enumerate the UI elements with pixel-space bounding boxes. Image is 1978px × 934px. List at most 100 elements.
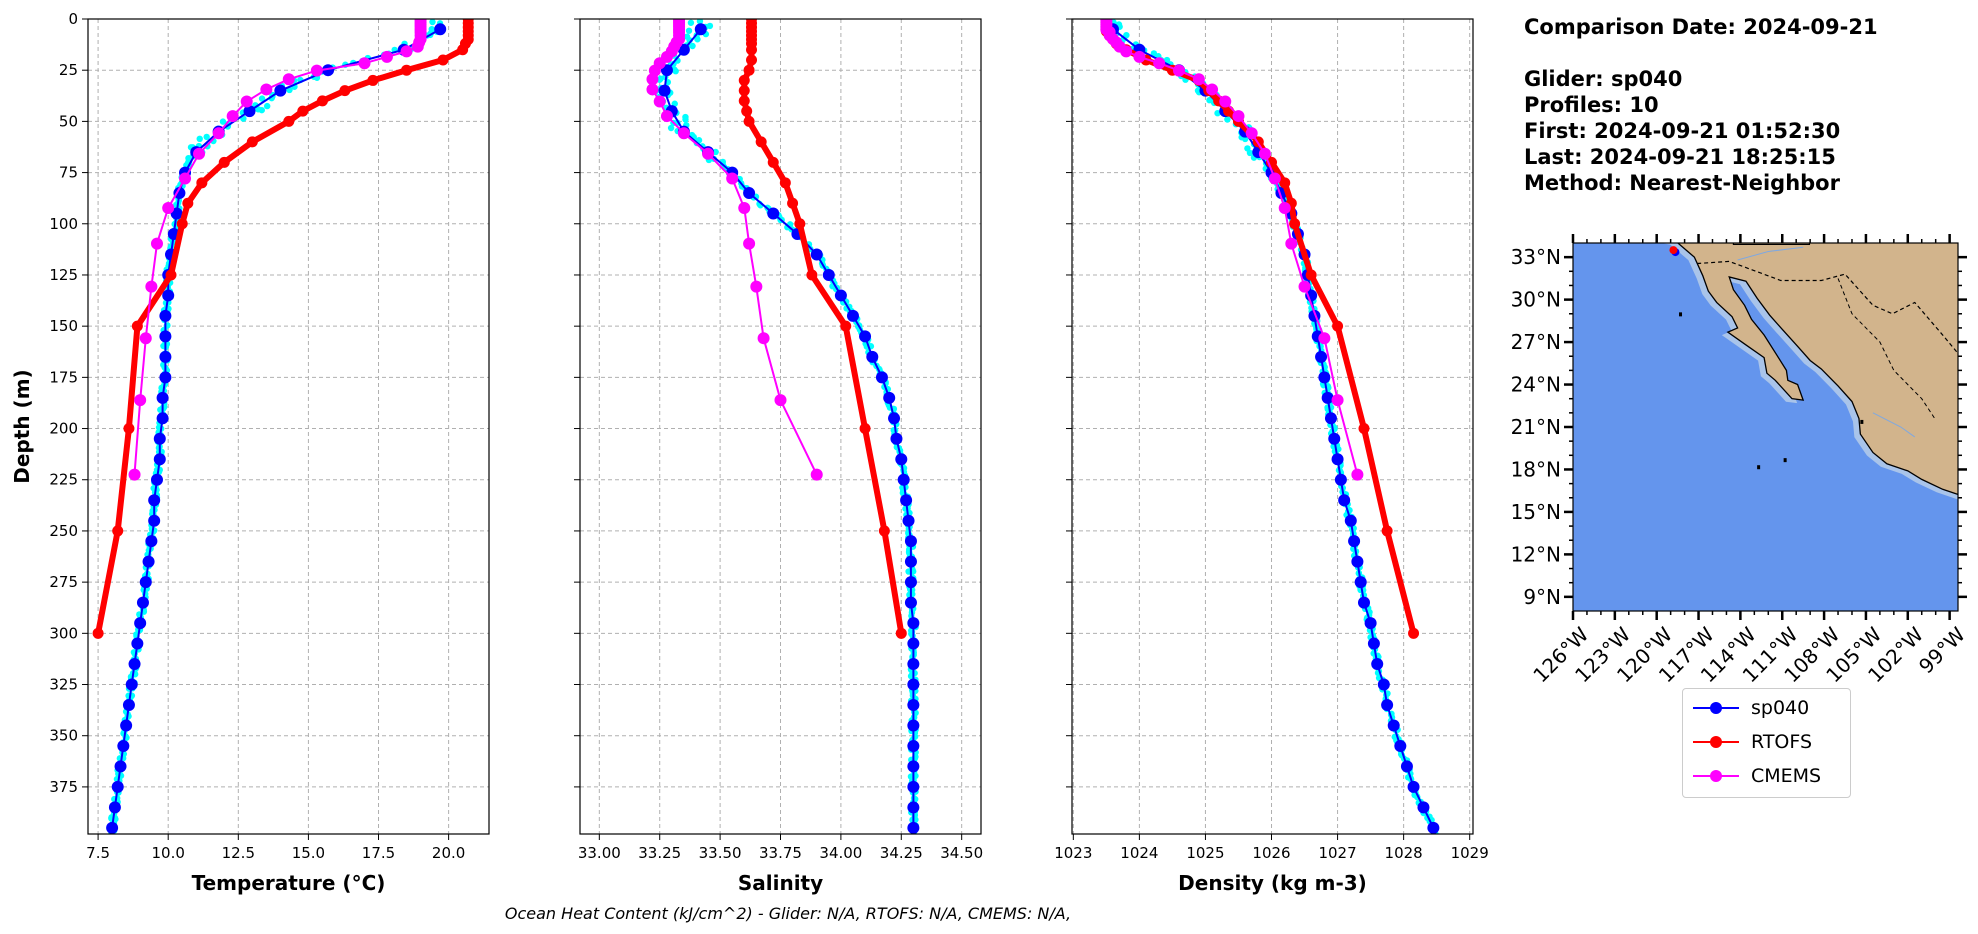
x-tick-label: 1025 — [1186, 844, 1224, 862]
data-point-sp040 — [142, 555, 155, 568]
glider-raw-point — [1123, 31, 1130, 39]
glider-raw-point — [1163, 56, 1171, 64]
data-point-sp040 — [156, 391, 169, 404]
data-point-sp040 — [139, 576, 152, 589]
data-point-rtofs — [165, 269, 177, 281]
data-point-cmems — [1268, 172, 1281, 185]
data-point-sp040 — [907, 637, 920, 650]
data-point-cmems — [750, 280, 763, 293]
data-point-sp040 — [122, 698, 135, 711]
data-point-sp040 — [1427, 821, 1440, 834]
data-point-sp040 — [875, 371, 888, 384]
data-point-cmems — [310, 64, 323, 77]
data-point-sp040 — [907, 617, 920, 630]
data-point-rtofs — [746, 54, 758, 66]
data-point-sp040 — [159, 330, 172, 343]
data-point-sp040 — [1315, 350, 1328, 363]
y-tick-label: 150 — [49, 317, 78, 335]
data-point-cmems — [128, 468, 141, 481]
data-point-cmems — [1331, 394, 1344, 407]
y-tick-label: 300 — [49, 624, 78, 642]
x-tick-label: 33.00 — [578, 844, 621, 862]
series-line-cmems — [1105, 20, 1359, 475]
data-point-rtofs — [741, 105, 753, 117]
plot-area — [1100, 19, 1440, 834]
data-point-rtofs — [1279, 177, 1291, 189]
data-point-sp040 — [153, 453, 166, 466]
x-tick-label: 33.25 — [638, 844, 681, 862]
data-point-sp040 — [1357, 596, 1370, 609]
data-point-cmems — [1192, 73, 1205, 86]
data-point-cmems — [1153, 57, 1166, 70]
data-point-cmems — [810, 468, 823, 481]
legend-item-rtofs: RTOFS — [1693, 727, 1812, 757]
x-tick-label: 34.00 — [819, 844, 862, 862]
data-point-sp040 — [106, 821, 119, 834]
data-point-cmems — [240, 95, 253, 108]
data-point-sp040 — [902, 514, 915, 527]
glider-raw-point — [694, 36, 701, 43]
data-point-rtofs — [840, 320, 852, 332]
glider-raw-point — [1194, 87, 1202, 94]
data-point-cmems — [660, 110, 673, 123]
data-point-sp040 — [1348, 535, 1361, 548]
data-point-sp040 — [1344, 514, 1357, 527]
x-tick-label: 7.5 — [86, 844, 110, 862]
data-point-sp040 — [907, 658, 920, 671]
island — [1679, 312, 1683, 317]
x-axis-label: Salinity — [738, 871, 823, 895]
data-point-sp040 — [150, 473, 163, 486]
data-point-sp040 — [120, 719, 133, 732]
y-tick-label: 25 — [59, 61, 78, 79]
data-point-rtofs — [316, 95, 328, 107]
comparison-date: Comparison Date: 2024-09-21 — [1524, 15, 1878, 39]
y-tick-label: 225 — [49, 471, 78, 489]
data-point-cmems — [150, 237, 163, 250]
data-point-cmems — [193, 147, 206, 160]
land-mexico — [1676, 243, 1958, 496]
y-axis-label: Depth (m) — [10, 369, 34, 483]
data-point-sp040 — [658, 84, 671, 97]
last-time: Last: 2024-09-21 18:25:15 — [1524, 145, 1836, 169]
data-point-cmems — [1258, 147, 1271, 160]
legend-label: CMEMS — [1751, 765, 1822, 787]
data-point-rtofs — [743, 115, 755, 127]
method: Method: Nearest-Neighbor — [1524, 171, 1840, 195]
data-point-rtofs — [738, 85, 750, 97]
data-point-cmems — [1206, 83, 1219, 96]
x-tick-label: 20.0 — [432, 844, 465, 862]
data-point-sp040 — [322, 64, 335, 77]
data-point-cmems — [1232, 110, 1245, 123]
state-border — [1732, 243, 1811, 246]
data-point-cmems — [738, 202, 751, 215]
y-tick-label: 200 — [49, 420, 78, 438]
x-tick-label: 1028 — [1385, 844, 1423, 862]
island — [1860, 419, 1864, 424]
data-point-sp040 — [907, 719, 920, 732]
legend-item-cmems: CMEMS — [1693, 761, 1821, 791]
x-axis-label: Temperature (°C) — [192, 871, 386, 895]
data-point-cmems — [757, 332, 770, 345]
data-point-rtofs — [779, 177, 791, 189]
profile-panel-1: 33.00 33.25 33.50 33.75 34.00 34.25 34.50 Salin… — [574, 18, 983, 895]
data-point-sp040 — [907, 821, 920, 834]
data-point-rtofs — [92, 627, 104, 639]
location-map: 9°N12°N15°N18°N21°N24°N27°N30°N33°N126°W… — [1511, 234, 1970, 687]
data-point-rtofs — [367, 74, 379, 86]
x-tick-label: 33.75 — [759, 844, 802, 862]
model-location-marker — [1669, 246, 1678, 255]
glider-raw-point — [1214, 109, 1221, 117]
x-tick-label: 34.25 — [880, 844, 923, 862]
profile-count: Profiles: 10 — [1524, 93, 1659, 117]
data-point-sp040 — [904, 555, 917, 568]
data-point-rtofs — [859, 423, 871, 435]
data-point-sp040 — [128, 658, 141, 671]
data-point-sp040 — [743, 187, 756, 200]
data-point-sp040 — [117, 739, 130, 752]
map-area — [1573, 243, 1958, 611]
x-tick-label: 1026 — [1252, 844, 1290, 862]
data-point-sp040 — [895, 453, 908, 466]
data-point-rtofs — [401, 64, 413, 76]
legend-swatch — [1693, 698, 1739, 718]
glider-raw-point — [429, 19, 436, 26]
